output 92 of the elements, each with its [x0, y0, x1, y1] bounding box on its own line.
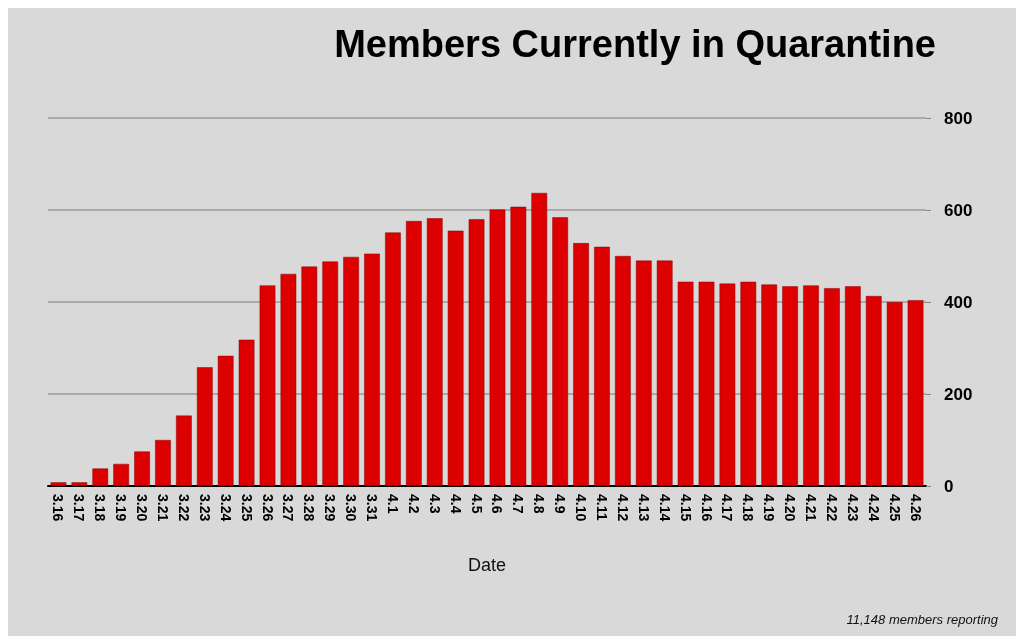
x-tick-label: 4.7 [510, 494, 527, 514]
bar [510, 206, 527, 486]
bar [594, 246, 610, 486]
x-tick-label: 3.16 [50, 494, 67, 522]
x-tick-label: 4.1 [384, 494, 401, 514]
bar [71, 482, 88, 486]
x-tick-label: 4.26 [907, 494, 924, 522]
x-tick-label: 4.11 [593, 494, 610, 521]
x-tick-label: 4.10 [573, 494, 590, 522]
bar [489, 209, 506, 486]
x-tick-label: 4.5 [468, 494, 485, 514]
x-tick-label: 4.21 [803, 494, 820, 522]
bar [196, 367, 213, 486]
bar [803, 285, 819, 486]
x-tick-label: 4.12 [614, 494, 631, 522]
x-tick-label: 3.31 [364, 494, 381, 522]
bar [782, 286, 798, 486]
x-tick-label: 4.22 [823, 494, 840, 522]
y-tick-label: 0 [944, 476, 954, 496]
chart-title: Members Currently in Quarantine [334, 23, 937, 65]
x-tick-label: 3.22 [175, 494, 192, 522]
bar [259, 285, 276, 486]
x-tick-label: 4.25 [886, 494, 903, 522]
x-axis-title: Date [467, 555, 507, 575]
x-tick-label: 3.29 [322, 494, 339, 522]
x-tick-label: 3.30 [343, 494, 360, 522]
x-tick-label: 3.23 [196, 494, 213, 522]
x-tick-label: 4.9 [552, 494, 569, 514]
bar [468, 219, 485, 486]
bar [113, 463, 130, 486]
bar [907, 300, 924, 486]
bar [134, 451, 150, 486]
bar [385, 232, 401, 486]
x-tick-label: 3.28 [301, 494, 318, 522]
bar [844, 286, 861, 486]
bar [447, 230, 464, 486]
x-tick-label: 3.27 [280, 494, 297, 522]
y-tick-label: 200 [944, 384, 973, 404]
x-tick-label: 4.14 [656, 494, 673, 522]
x-tick-label: 4.23 [844, 494, 861, 522]
bar [698, 281, 715, 486]
x-tick-label: 4.20 [782, 494, 799, 522]
bar [176, 415, 192, 486]
bar [865, 296, 882, 486]
bar [343, 256, 359, 486]
x-tick-label: 4.16 [698, 494, 715, 522]
bar [426, 218, 443, 486]
bar [364, 253, 380, 486]
bar [552, 217, 569, 486]
x-tick-label: 4.2 [405, 494, 422, 514]
x-tick-label: 3.17 [71, 494, 88, 522]
x-tick-label: 3.24 [217, 494, 234, 522]
y-tick-label: 600 [944, 200, 973, 220]
y-tick-label: 800 [944, 108, 973, 128]
bar [656, 260, 673, 486]
x-tick-label: 3.20 [134, 494, 151, 522]
x-tick-label: 4.19 [761, 494, 778, 522]
bar [761, 284, 778, 486]
x-tick-label: 4.6 [489, 494, 506, 514]
x-tick-label: 4.24 [865, 494, 882, 522]
bar [824, 288, 840, 486]
bar [740, 281, 757, 486]
x-tick-label: 4.17 [719, 494, 736, 522]
bar [301, 266, 318, 486]
x-tick-label: 4.8 [531, 494, 548, 514]
bar [92, 468, 109, 486]
y-tick-label: 400 [944, 292, 973, 312]
x-tick-label: 4.3 [426, 494, 443, 514]
x-tick-label: 4.18 [740, 494, 757, 522]
x-tick-label: 3.25 [238, 494, 255, 522]
x-tick-label: 3.18 [92, 494, 109, 522]
x-tick-label: 4.13 [635, 494, 652, 522]
x-tick-label: 4.15 [677, 494, 694, 522]
bar [405, 221, 422, 486]
text: 11,148 members reporting [846, 612, 999, 627]
x-tick-label: 3.19 [113, 494, 130, 522]
bar [719, 283, 736, 486]
bar [238, 339, 255, 486]
bar [635, 260, 652, 486]
bar [280, 273, 297, 486]
x-tick-label: 3.21 [154, 494, 171, 522]
x-tick-label: 4.4 [447, 494, 464, 514]
bar [50, 482, 67, 486]
bar [217, 355, 234, 486]
bar [677, 281, 694, 486]
bar [155, 440, 171, 486]
bar [886, 302, 903, 486]
bar [615, 256, 631, 486]
x-tick-label: 3.26 [259, 494, 276, 522]
bar [322, 261, 339, 486]
bar [531, 192, 548, 486]
bar [573, 243, 589, 486]
